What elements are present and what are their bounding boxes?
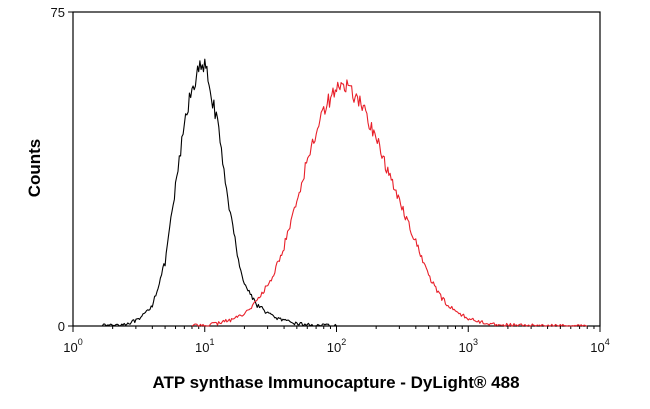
x-tick-label: 102 bbox=[327, 337, 346, 355]
series-line bbox=[191, 79, 588, 327]
x-tick-label: 103 bbox=[459, 337, 478, 355]
series-layer bbox=[99, 58, 588, 327]
x-tick-label: 100 bbox=[63, 337, 82, 355]
axis-ticks bbox=[68, 11, 601, 332]
x-tick-label: 101 bbox=[195, 337, 214, 355]
series-line bbox=[99, 58, 337, 327]
plot-frame bbox=[72, 11, 601, 327]
y-tick-label: 75 bbox=[51, 5, 65, 20]
x-axis-title: ATP synthase Immunocapture - DyLight® 48… bbox=[152, 373, 519, 392]
x-tick-label: 104 bbox=[590, 337, 609, 355]
y-tick-label: 0 bbox=[58, 319, 65, 334]
y-axis-title: Counts bbox=[25, 139, 44, 198]
axis-tick-labels: 100 101 102 103 104 0 75 bbox=[51, 5, 610, 355]
